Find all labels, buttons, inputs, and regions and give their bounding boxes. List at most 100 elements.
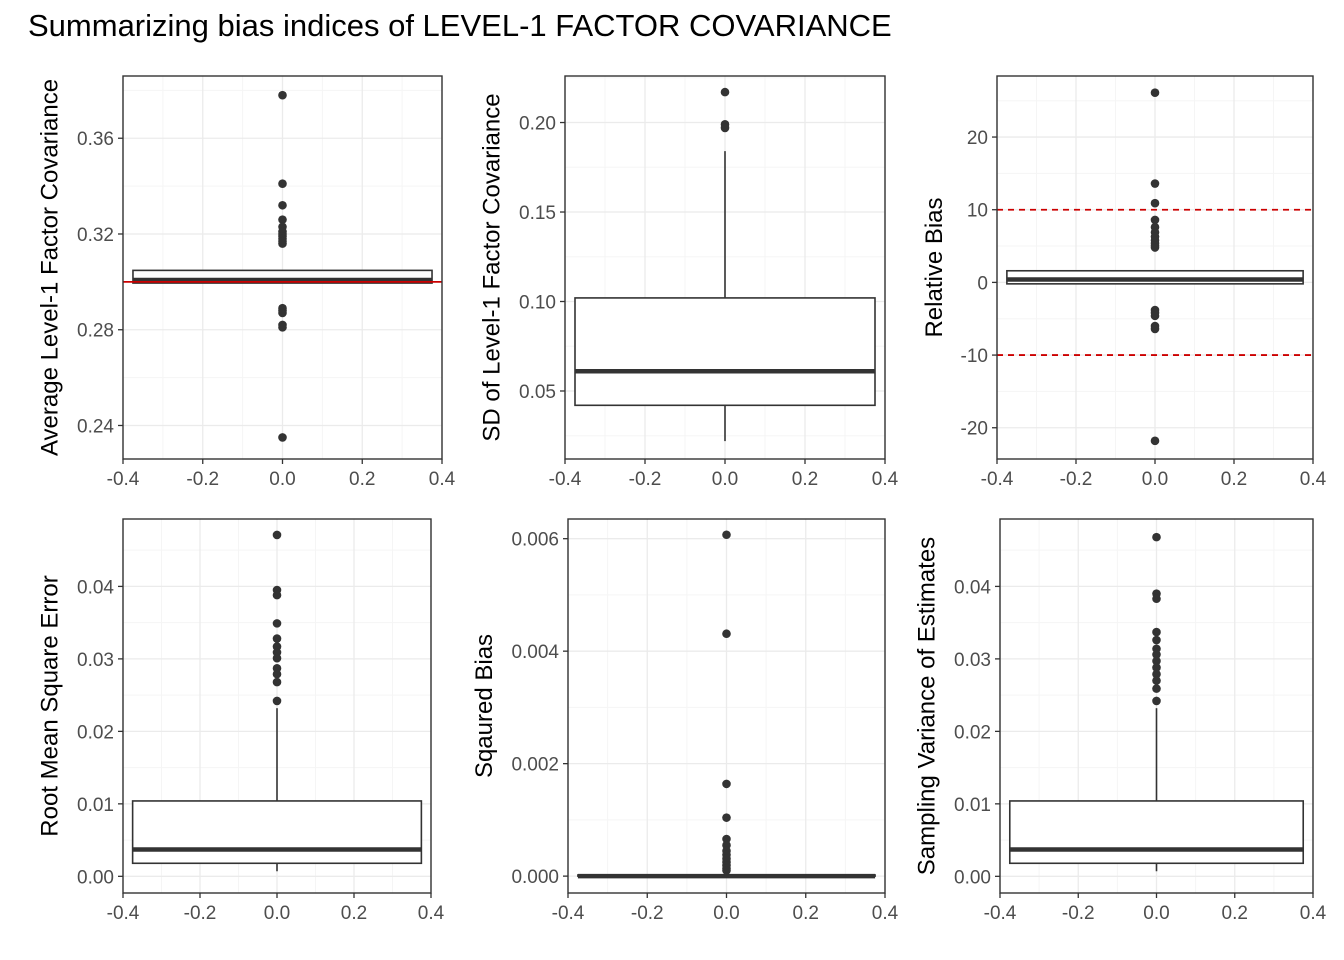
outlier-point (1152, 594, 1161, 604)
x-tick-label: 0.4 (872, 469, 899, 490)
outlier-point (1150, 179, 1160, 188)
y-tick-label: 0.00 (954, 867, 991, 888)
y-tick-label: 0.04 (954, 577, 991, 598)
y-axis-label: Sqaured Bias (471, 634, 498, 778)
x-tick-label: -0.2 (186, 469, 219, 490)
outlier-point (278, 323, 287, 332)
x-tick-label: -0.2 (1060, 469, 1093, 490)
outlier-point (720, 87, 730, 97)
y-tick-label: 0.03 (77, 650, 114, 671)
outlier-point (278, 308, 287, 318)
outlier-point (1152, 656, 1161, 666)
x-tick-label: 0.2 (341, 903, 367, 924)
y-tick-label: 0.10 (519, 293, 556, 314)
outlier-point (278, 433, 287, 442)
y-tick-label: 0.32 (77, 225, 114, 246)
outlier-point (272, 653, 282, 663)
outlier-point (272, 590, 282, 600)
y-tick-label: 0.00 (77, 867, 114, 888)
x-tick-label: 0.0 (264, 903, 290, 924)
x-tick-label: 0.2 (792, 469, 818, 490)
x-tick-label: -0.2 (184, 903, 217, 924)
y-tick-label: 20 (967, 128, 988, 149)
y-tick-label: 0.004 (511, 642, 559, 663)
outlier-point (272, 677, 282, 687)
y-tick-label: 0.05 (519, 382, 556, 403)
outlier-point (1152, 650, 1161, 659)
outlier-point (722, 813, 731, 822)
y-tick-label: 0.20 (519, 114, 556, 135)
x-tick-label: 0.4 (872, 903, 899, 924)
x-tick-label: -0.4 (981, 469, 1014, 490)
x-tick-label: 0.2 (1221, 469, 1247, 490)
y-tick-label: 0 (977, 273, 988, 294)
outlier-point (1150, 324, 1160, 334)
x-tick-label: 0.0 (1142, 469, 1168, 490)
y-axis-label: Sampling Variance of Estimates (914, 537, 941, 875)
outlier-point (1152, 532, 1161, 542)
outlier-point (272, 696, 282, 706)
y-tick-label: 0.28 (77, 321, 114, 342)
page-title: Summarizing bias indices of LEVEL-1 FACT… (28, 8, 892, 43)
x-tick-label: -0.2 (1062, 903, 1095, 924)
outlier-point (722, 629, 731, 639)
x-tick-label: -0.4 (107, 903, 140, 924)
outlier-point (1152, 684, 1161, 693)
x-tick-label: 0.0 (712, 469, 738, 490)
outlier-point (722, 834, 731, 844)
outlier-point (1152, 676, 1161, 685)
x-tick-label: -0.2 (631, 903, 664, 924)
x-tick-label: -0.4 (984, 903, 1017, 924)
outlier-point (1152, 696, 1161, 706)
x-tick-label: -0.4 (107, 469, 140, 490)
x-tick-label: 0.4 (429, 469, 456, 490)
outlier-point (720, 123, 730, 133)
outlier-point (722, 866, 731, 875)
y-tick-label: 0.002 (511, 755, 559, 776)
outlier-point (1152, 663, 1161, 672)
y-axis-label: Root Mean Square Error (37, 575, 64, 836)
outlier-point (1150, 243, 1160, 252)
x-tick-label: 0.2 (1222, 903, 1248, 924)
x-tick-label: 0.0 (713, 903, 739, 924)
outlier-point (1150, 436, 1160, 446)
y-tick-label: -20 (961, 419, 988, 440)
outlier-point (272, 634, 282, 643)
y-tick-label: 0.03 (954, 650, 991, 671)
outlier-point (1150, 215, 1160, 225)
outlier-point (272, 619, 282, 628)
y-axis-label: Relative Bias (921, 197, 948, 337)
y-axis-label: SD of Level-1 Factor Covariance (479, 93, 506, 441)
outlier-point (1150, 198, 1160, 208)
y-tick-label: 0.04 (77, 577, 114, 598)
x-tick-label: 0.0 (1143, 903, 1169, 924)
y-tick-label: 0.01 (77, 795, 114, 816)
outlier-point (278, 239, 287, 248)
outlier-point (272, 530, 282, 540)
outlier-point (278, 90, 287, 100)
y-tick-label: 0.000 (511, 867, 559, 888)
outlier-point (278, 200, 287, 210)
x-tick-label: -0.4 (549, 469, 582, 490)
y-tick-label: 0.24 (77, 416, 114, 437)
outlier-point (1152, 627, 1161, 637)
x-tick-label: 0.4 (418, 903, 445, 924)
x-tick-label: 0.2 (793, 903, 819, 924)
box-iqr (1008, 800, 1305, 865)
y-tick-label: 0.36 (77, 129, 114, 150)
y-tick-label: 0.01 (954, 795, 991, 816)
outlier-point (278, 215, 287, 224)
y-axis-label: Average Level-1 Factor Covariance (37, 79, 64, 456)
x-tick-label: 0.2 (349, 469, 375, 490)
outlier-point (272, 669, 282, 679)
x-tick-label: 0.4 (1300, 903, 1327, 924)
y-tick-label: 0.02 (954, 722, 991, 743)
x-tick-label: 0.4 (1300, 469, 1327, 490)
outlier-point (1150, 88, 1160, 98)
box-iqr (574, 297, 876, 407)
y-tick-label: 0.006 (511, 530, 559, 551)
x-tick-label: -0.4 (552, 903, 585, 924)
outlier-point (1152, 635, 1161, 645)
y-tick-label: 10 (967, 201, 988, 222)
